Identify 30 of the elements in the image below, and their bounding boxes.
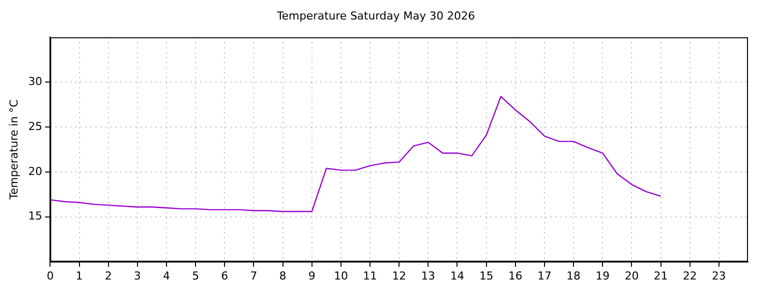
x-tick-label: 1	[76, 269, 83, 282]
x-tick-label: 17	[537, 269, 552, 282]
x-tick-label: 8	[279, 269, 286, 282]
x-tick-label: 7	[250, 269, 258, 282]
x-tick-label: 3	[134, 269, 141, 282]
x-tick-label: 19	[596, 269, 610, 282]
y-tick-label: 15	[28, 210, 42, 223]
x-tick-label: 11	[363, 269, 378, 282]
x-tick-label: 5	[192, 269, 200, 282]
y-tick-label: 25	[28, 120, 42, 133]
x-tick-label: 15	[479, 269, 494, 282]
y-tick-label: 20	[28, 164, 42, 178]
x-tick-label: 6	[221, 269, 228, 282]
x-tick-label: 9	[308, 269, 316, 282]
x-tick-label: 13	[421, 269, 436, 282]
x-tick-label: 0	[46, 269, 54, 282]
x-tick-label: 10	[334, 269, 348, 282]
y-tick-label: 30	[28, 74, 42, 88]
y-axis-title: Temperature in °C	[7, 99, 20, 200]
chart-title: Temperature Saturday May 30 2026	[276, 9, 475, 22]
x-tick-label: 2	[104, 269, 112, 282]
x-tick-label: 4	[163, 269, 170, 282]
x-tick-label: 16	[508, 269, 522, 282]
x-tick-label: 18	[566, 269, 581, 282]
x-tick-label: 21	[654, 269, 668, 282]
x-tick-label: 12	[392, 269, 406, 282]
x-tick-label: 20	[624, 269, 639, 282]
x-tick-label: 14	[450, 269, 464, 282]
x-tick-label: 22	[682, 269, 697, 282]
x-tick-label: 23	[712, 269, 726, 282]
